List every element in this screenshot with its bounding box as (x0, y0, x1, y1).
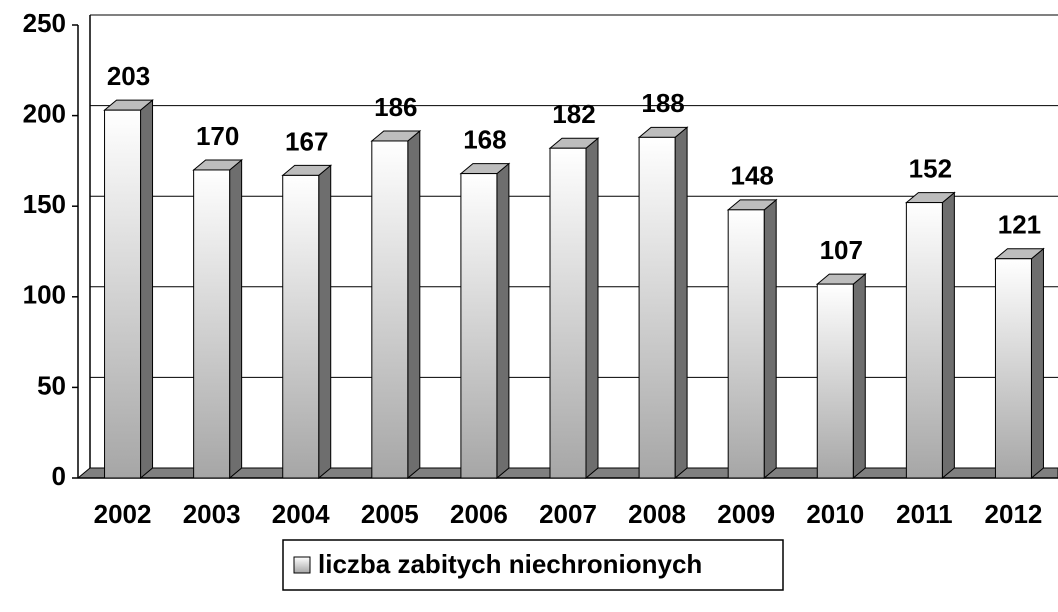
data-label: 152 (909, 153, 952, 183)
bar-side (763, 198, 777, 480)
bar (549, 147, 587, 479)
bar (104, 109, 142, 479)
bar (994, 258, 1032, 479)
x-tick-label: 2008 (628, 499, 686, 529)
data-label: 203 (107, 61, 150, 91)
bar (816, 283, 854, 479)
data-label: 107 (820, 235, 863, 265)
bar-side (585, 137, 599, 480)
data-label: 170 (196, 121, 239, 151)
x-tick-label: 2006 (450, 499, 508, 529)
bar-side (318, 164, 332, 480)
bar-side (941, 191, 955, 480)
y-tick-label: 50 (37, 370, 66, 400)
bar (905, 202, 943, 479)
y-tick-label: 0 (52, 461, 66, 491)
bar-side (496, 162, 510, 480)
data-label: 121 (998, 210, 1041, 240)
data-label: 148 (730, 161, 773, 191)
bar (638, 136, 676, 479)
bar (727, 209, 765, 479)
data-label: 182 (552, 99, 595, 129)
x-tick-label: 2004 (272, 499, 330, 529)
x-tick-label: 2002 (94, 499, 152, 529)
y-tick-label: 200 (23, 98, 66, 128)
x-tick-label: 2009 (717, 499, 775, 529)
x-tick-label: 2012 (985, 499, 1043, 529)
bar (460, 173, 498, 479)
bar (282, 174, 320, 479)
data-label: 188 (641, 88, 684, 118)
y-tick-label: 150 (23, 189, 66, 219)
bar-side (674, 126, 688, 480)
x-tick-label: 2010 (806, 499, 864, 529)
bar-side (407, 129, 421, 480)
data-label: 167 (285, 126, 328, 156)
x-tick-label: 2007 (539, 499, 597, 529)
x-tick-label: 2003 (183, 499, 241, 529)
bar (371, 140, 409, 479)
x-tick-label: 2011 (896, 499, 952, 529)
bar-side (1030, 247, 1044, 480)
legend-swatch (293, 556, 311, 574)
y-tick-label: 100 (23, 280, 66, 310)
legend-label: liczba zabitych niechronionych (318, 549, 702, 579)
y-tick-label: 250 (23, 8, 66, 38)
legend-box (282, 539, 784, 591)
bar-side (229, 158, 243, 480)
data-label: 168 (463, 124, 506, 154)
bar-side (852, 273, 866, 480)
bar (193, 169, 231, 479)
x-tick-label: 2005 (361, 499, 419, 529)
data-label: 186 (374, 92, 417, 122)
bar-side (140, 99, 154, 480)
